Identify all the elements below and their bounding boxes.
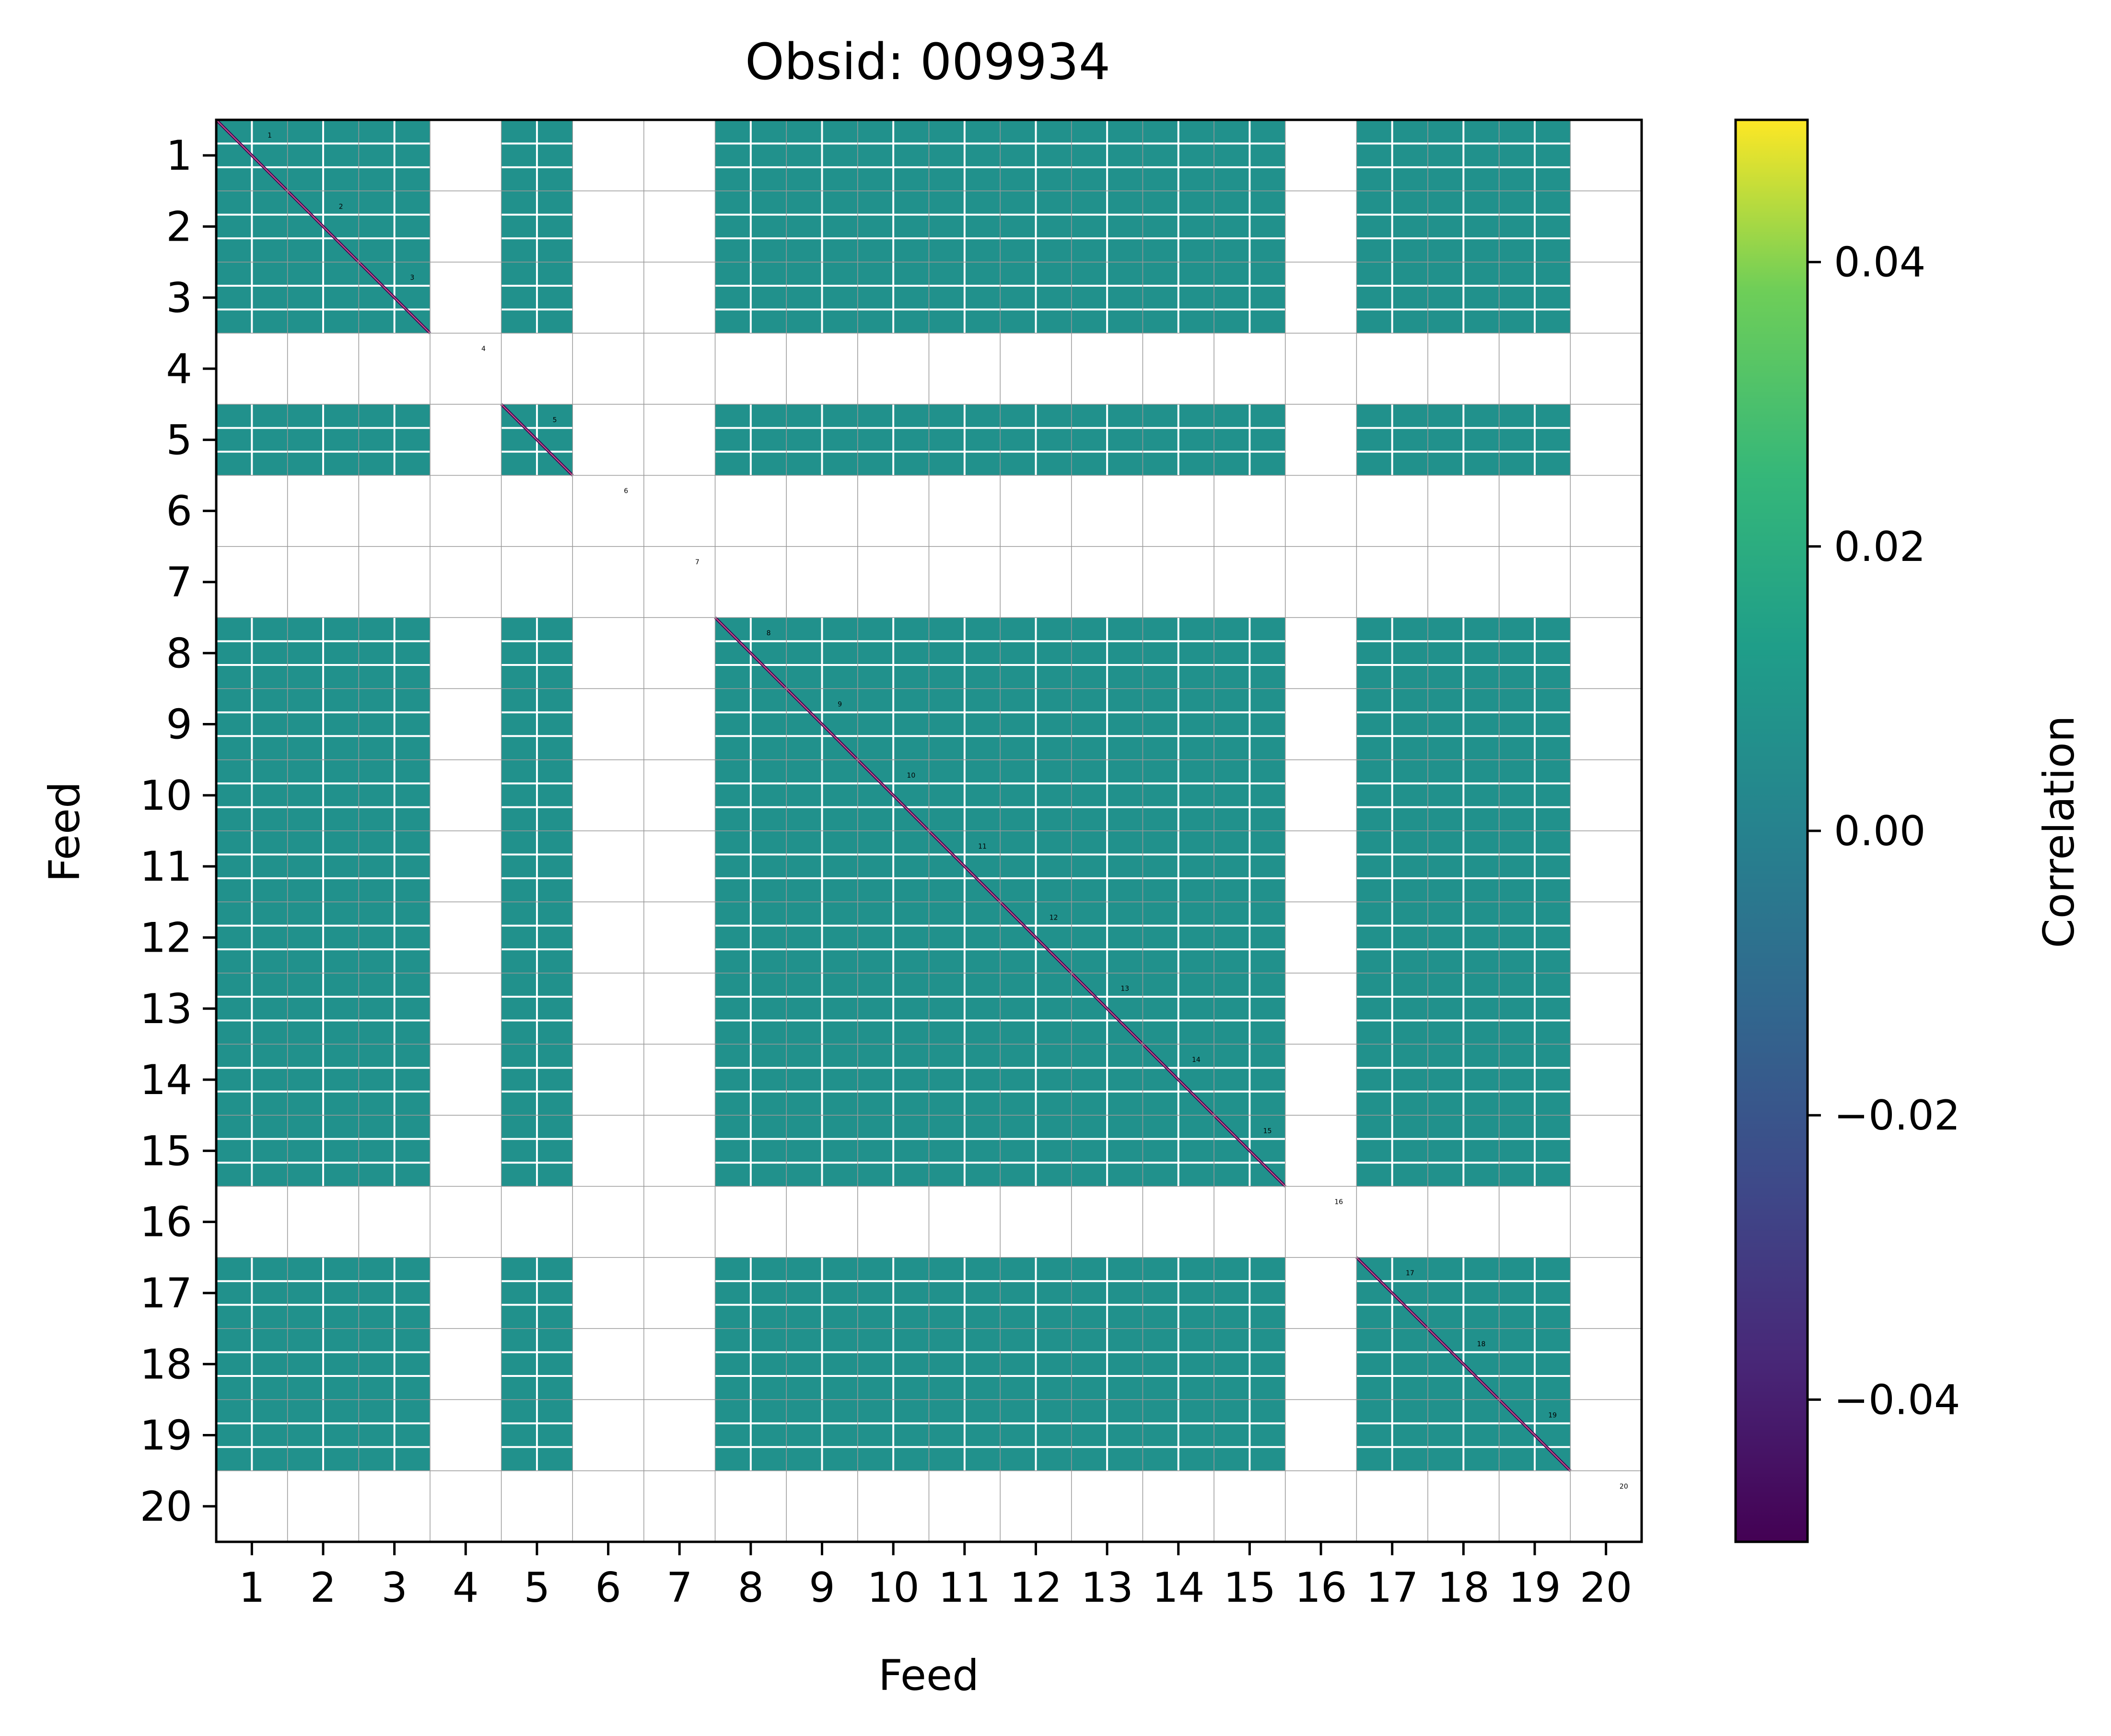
colorbar <box>1734 118 1809 1543</box>
diagonal-label: 17 <box>1406 1270 1414 1277</box>
colorbar-label: Correlation <box>2034 715 2084 948</box>
diagonal-label: 9 <box>838 700 842 708</box>
diagonal-label: 5 <box>553 416 557 424</box>
x-tick-label: 18 <box>1437 1564 1490 1612</box>
diagonal-highlight <box>1142 1044 1214 1116</box>
x-tick-label: 11 <box>938 1564 991 1612</box>
y-tick-label: 5 <box>166 416 192 464</box>
diagonal-highlight <box>786 688 858 760</box>
colorbar-tick-label: 0.00 <box>1834 807 1925 855</box>
diagonal-label: 3 <box>410 274 414 282</box>
x-tick-label: 1 <box>239 1564 265 1612</box>
x-axis-label: Feed <box>878 1651 979 1700</box>
diagonal-label: 1 <box>268 132 272 140</box>
y-tick-label: 9 <box>166 701 192 749</box>
diagonal-label: 20 <box>1620 1483 1628 1491</box>
diagonal-highlight <box>928 830 1001 903</box>
colorbar-tick-label: −0.04 <box>1834 1376 1960 1424</box>
colorbar-tick-label: 0.02 <box>1834 523 1925 571</box>
colorbar-ticks: 0.04 0.02 0.00 −0.02 −0.04 <box>1808 239 1960 1424</box>
y-tick-label: 13 <box>140 985 192 1033</box>
x-tick-label: 6 <box>595 1564 621 1612</box>
y-tick-label: 12 <box>140 914 192 962</box>
x-tick-label: 12 <box>1010 1564 1062 1612</box>
x-tick-label: 14 <box>1152 1564 1204 1612</box>
diagonal-label: 14 <box>1192 1056 1201 1064</box>
diagonal-highlight <box>1071 972 1143 1045</box>
y-tick-label: 8 <box>166 629 192 677</box>
x-tick-label: 15 <box>1224 1564 1276 1612</box>
diagonal-highlight <box>714 617 787 689</box>
diagonal-highlight <box>1000 901 1072 974</box>
y-tick-label: 1 <box>166 132 192 180</box>
x-tick-label: 20 <box>1580 1564 1632 1612</box>
x-tick-label: 2 <box>310 1564 337 1612</box>
diagonal-label: 4 <box>481 345 486 353</box>
diagonal-highlight <box>501 404 573 476</box>
diagonal-label: 8 <box>767 629 771 637</box>
diagonal-highlight <box>216 119 288 192</box>
diagonal-highlight <box>1427 1328 1500 1400</box>
chart-title: Obsid: 009934 <box>745 33 1110 91</box>
diagonal-label: 10 <box>907 772 915 780</box>
colorbar-tick-label: 0.04 <box>1834 239 1925 287</box>
diagonal-label: 6 <box>624 488 628 495</box>
x-tick-label: 17 <box>1366 1564 1418 1612</box>
diagonal-highlight <box>287 190 360 263</box>
y-tick-label: 16 <box>140 1199 192 1247</box>
diagonal-label: 18 <box>1477 1340 1486 1348</box>
colorbar-tick-label: −0.02 <box>1834 1092 1960 1140</box>
x-tick-label: 19 <box>1508 1564 1561 1612</box>
diagonal-label: 16 <box>1334 1199 1343 1206</box>
y-tick-label: 15 <box>140 1127 192 1175</box>
diagonal-label: 12 <box>1050 914 1058 921</box>
x-tick-label: 16 <box>1295 1564 1347 1612</box>
y-tick-label: 11 <box>140 843 192 891</box>
y-tick-label: 17 <box>140 1270 192 1317</box>
diagonal-label: 13 <box>1120 985 1129 993</box>
y-tick-label: 18 <box>140 1340 192 1388</box>
diagonal-highlight <box>857 759 930 831</box>
x-tick-label: 7 <box>666 1564 693 1612</box>
diagonal-label: 19 <box>1548 1411 1557 1419</box>
diagonal-highlight <box>1213 1115 1286 1187</box>
diagonal-label: 15 <box>1263 1127 1272 1135</box>
x-tick-label: 3 <box>381 1564 408 1612</box>
grid-lines <box>216 120 1642 1542</box>
x-tick-label: 5 <box>524 1564 550 1612</box>
diagonal-highlight <box>358 261 431 334</box>
x-tick-label: 9 <box>809 1564 835 1612</box>
y-tick-label: 7 <box>166 559 192 606</box>
diagonal-highlight <box>1356 1257 1428 1329</box>
heatmap-cells <box>215 118 1572 1472</box>
y-tick-label: 2 <box>166 203 192 251</box>
y-axis-label: Feed <box>40 781 89 882</box>
x-axis-ticks: 1 2 3 4 5 6 7 8 9 10 11 12 13 14 15 16 17 18 19 20 <box>239 1542 1632 1612</box>
x-tick-label: 13 <box>1081 1564 1133 1612</box>
x-tick-label: 10 <box>867 1564 919 1612</box>
x-tick-label: 8 <box>738 1564 764 1612</box>
y-tick-label: 10 <box>140 772 192 820</box>
y-tick-label: 6 <box>166 488 192 536</box>
y-tick-label: 4 <box>166 345 192 393</box>
diagonal-label: 7 <box>695 559 700 566</box>
diagonal-label: 2 <box>339 203 343 210</box>
y-tick-label: 20 <box>140 1483 192 1531</box>
diagonal-label: 11 <box>978 843 987 851</box>
x-tick-label: 4 <box>453 1564 479 1612</box>
diagonal-highlight <box>1498 1399 1571 1471</box>
plot-frame <box>215 118 1643 1543</box>
y-tick-label: 3 <box>166 274 192 322</box>
y-tick-label: 14 <box>140 1056 192 1104</box>
y-tick-label: 19 <box>140 1412 192 1460</box>
